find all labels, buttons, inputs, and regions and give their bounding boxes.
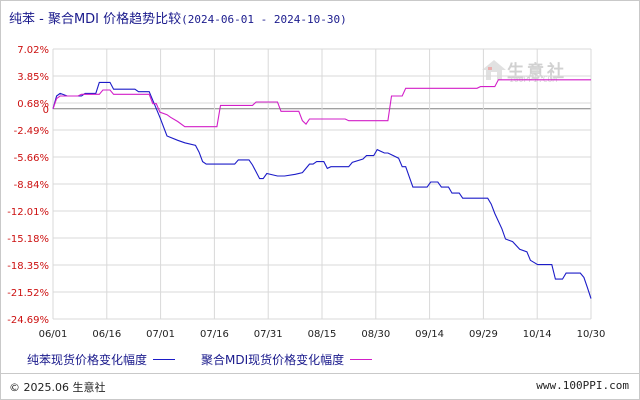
x-tick-label: 10/14	[523, 329, 552, 340]
x-tick-label: 08/15	[308, 329, 337, 340]
watermark-name: 生意社	[507, 62, 567, 82]
y-tick-label: -12.01%	[7, 207, 49, 218]
y-tick-label: 7.02%	[17, 45, 49, 56]
chart-title: 纯苯 - 聚合MDI 价格趋势比较(2024-06-01 - 2024-10-3…	[9, 8, 347, 27]
x-tick-label: 06/01	[39, 329, 68, 340]
legend-label-benzene: 纯苯现货价格变化幅度	[27, 353, 148, 367]
series-lines	[52, 79, 592, 299]
footer-copyright: © 2025.06 生意社	[9, 381, 106, 394]
y-tick-label: -5.66%	[14, 153, 49, 164]
y-axis: 7.02% 3.85% 0.68%0 -2.49% -5.66% -8.84% -12.01…	[7, 45, 49, 326]
x-axis: 06/01 06/16 07/01 07/16 07/31 08/15 08/30 09/14…	[39, 329, 606, 340]
y-tick-label: -2.49%	[14, 126, 49, 137]
y-tick-label: 3.85%	[17, 72, 49, 83]
x-tick-label: 07/31	[254, 329, 283, 340]
chart-grid	[52, 48, 592, 320]
y-tick-label: 0.68%	[17, 99, 49, 110]
y-tick-label: -8.84%	[14, 180, 49, 191]
legend-item-mdi: 聚合MDI现货价格变化幅度	[201, 351, 373, 368]
title-range: (2024-06-01 - 2024-10-30)	[181, 13, 347, 26]
x-tick-label: 09/14	[415, 329, 444, 340]
series-line-1	[52, 81, 592, 299]
y-tick-label: -18.35%	[7, 261, 49, 272]
x-tick-label: 09/29	[469, 329, 498, 340]
x-tick-label: 06/16	[92, 329, 121, 340]
legend-item-benzene: 纯苯现货价格变化幅度	[27, 351, 176, 368]
legend-swatch-benzene	[153, 359, 176, 360]
y-tick-label: -15.18%	[7, 234, 49, 245]
x-tick-label: 10/30	[577, 329, 606, 340]
legend-swatch-mdi	[350, 359, 373, 360]
x-tick-label: 07/01	[146, 329, 175, 340]
y-tick-label: 0	[43, 105, 49, 116]
x-tick-label: 08/30	[361, 329, 390, 340]
y-tick-label: -21.52%	[7, 288, 49, 299]
series-line-2	[52, 79, 591, 128]
line-chart: 7.02% 3.85% 0.68%0 -2.49% -5.66% -8.84% -12.01…	[7, 45, 606, 340]
x-tick-label: 07/16	[200, 329, 229, 340]
footer-divider	[1, 373, 639, 374]
y-tick-label: -24.69%	[7, 315, 49, 326]
legend-label-mdi: 聚合MDI现货价格变化幅度	[201, 353, 345, 367]
footer-site-link[interactable]: www.100PPI.com	[536, 379, 629, 392]
title-main: 纯苯 - 聚合MDI 价格趋势比较	[9, 12, 182, 27]
